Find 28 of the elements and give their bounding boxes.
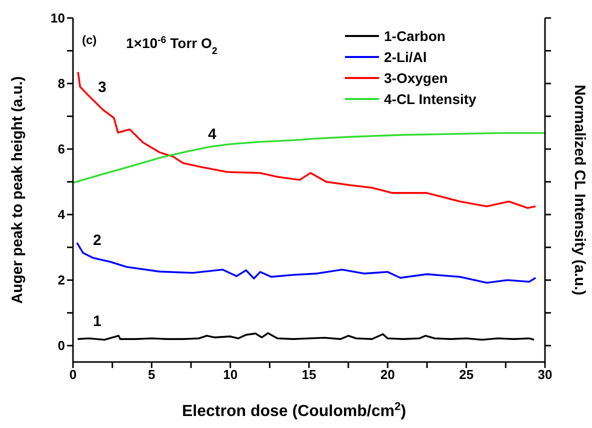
y-tick-label: 4 <box>58 207 66 222</box>
annotation: 3 <box>98 79 106 96</box>
x-tick-label: 10 <box>223 367 238 382</box>
legend-label: 3-Oxygen <box>384 70 448 86</box>
y-tick-label: 10 <box>50 10 65 26</box>
annotation: 2 <box>93 232 102 249</box>
x-tick-label: 5 <box>148 367 156 382</box>
y-tick-label: 8 <box>58 76 65 92</box>
line-series <box>76 332 535 341</box>
y-tick-label: 2 <box>58 272 65 288</box>
legend-label: 4-CL Intensity <box>384 91 477 107</box>
annotation: 1×10$^{-6}$ Torr O$_{2}$ <box>126 34 218 56</box>
y-axis-title: Auger peak to peak height (a.u.) <box>9 76 26 304</box>
line-series <box>77 71 536 209</box>
annotation: (c) <box>82 33 97 47</box>
legend-label: 1-Carbon <box>384 28 446 44</box>
y-tick-label: 0 <box>58 338 65 354</box>
annotation: 4 <box>208 126 217 143</box>
x-tick-label: 15 <box>302 367 316 382</box>
y-tick-label: 6 <box>58 142 65 157</box>
x-tick-label: 0 <box>69 367 77 382</box>
x-tick-label: 30 <box>538 367 552 382</box>
x-axis-title: Electron dose (Coulomb/cm$^{2}$) <box>182 401 406 420</box>
legend-label: 2-Li/Al <box>384 49 427 65</box>
y2-axis-title: Normalized CL Intensity (a.u.) <box>571 84 588 296</box>
x-tick-label: 25 <box>459 367 474 382</box>
x-tick-label: 20 <box>380 367 395 382</box>
annotation: 1 <box>93 313 102 330</box>
